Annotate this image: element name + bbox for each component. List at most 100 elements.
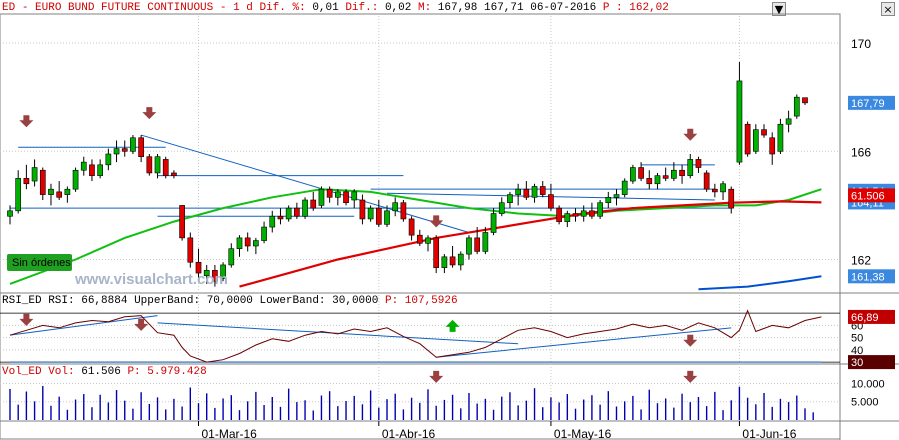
candle-body	[744, 123, 751, 155]
candle-body	[343, 191, 349, 204]
candle-body	[146, 156, 153, 174]
vol-hdr-p-label: P:	[127, 366, 141, 378]
hdr-name: EURO BUND FUTURE CONTINUOUS	[35, 2, 214, 14]
close-icon[interactable]: ×	[881, 2, 895, 16]
candle-body	[605, 196, 612, 204]
sell-arrow-icon	[429, 370, 444, 383]
sell-arrow-icon	[683, 334, 698, 347]
candle-body	[613, 194, 620, 198]
candle-body	[548, 194, 554, 209]
candle-body	[179, 205, 185, 239]
candle-body	[154, 156, 161, 174]
vol-tick-label: 10.000	[851, 378, 885, 390]
candle-body	[375, 207, 382, 225]
candle-body	[15, 178, 22, 212]
ma-long-line	[698, 275, 822, 291]
vol-badge: 61.506	[851, 190, 885, 202]
price-badge: 161,38	[851, 271, 885, 283]
sell-arrow-icon	[19, 115, 34, 128]
candle-body	[302, 199, 308, 217]
candle-body	[310, 199, 317, 209]
menu-dropdown-icon[interactable]: ▼	[772, 2, 786, 16]
candle-body	[564, 213, 571, 222]
candle-body	[269, 215, 276, 228]
candle-body	[712, 188, 718, 193]
candle-body	[507, 194, 513, 204]
sell-arrow-icon	[683, 128, 698, 141]
rsi-tick-label: 50	[851, 333, 863, 345]
candle-body	[654, 175, 661, 185]
volume-pane	[9, 370, 814, 420]
sell-arrow-icon	[683, 370, 698, 383]
candle-body	[253, 240, 259, 247]
orders-badge[interactable]: Sin órdenes	[7, 254, 72, 271]
rsi-hdr-p: 107,5926	[404, 295, 458, 307]
candle-body	[23, 178, 30, 185]
candle-body	[720, 183, 726, 193]
candle-body	[793, 96, 800, 117]
rsi-hdr-p-label: P:	[384, 295, 399, 307]
rsi-hdr-value: 66,8884	[81, 295, 128, 307]
candle-body	[203, 270, 210, 277]
hdr-period: 1 d	[233, 2, 253, 14]
grid-lines	[0, 13, 899, 440]
rsi-header: RSI_ED RSI: 66,8884 UpperBand: 70,0000 L…	[2, 295, 458, 307]
candle-body	[212, 270, 218, 282]
candle-body	[294, 207, 300, 217]
hdr-high: 167,98	[437, 2, 478, 14]
candle-body	[449, 256, 456, 266]
candle-body	[646, 178, 653, 185]
candle-body	[638, 167, 644, 179]
candle-body	[285, 207, 292, 220]
rsi-badge-bg	[848, 355, 895, 370]
hdr-symbol: ED	[2, 2, 16, 14]
candle-body	[425, 237, 431, 244]
candle-body	[752, 129, 759, 152]
candle-body	[802, 97, 808, 104]
candle-body	[318, 188, 325, 206]
candle-body	[64, 188, 71, 195]
rsi-line	[9, 309, 822, 363]
candle-body	[80, 161, 87, 171]
candle-body	[400, 202, 407, 220]
candle-body	[761, 129, 767, 136]
candle-body	[769, 137, 776, 155]
hdr-date: 06-07-2016	[530, 2, 597, 14]
orders-badge-label: Sin órdenes	[12, 257, 71, 269]
price-pane	[7, 62, 822, 291]
candle-body	[7, 210, 13, 217]
candle-body	[244, 237, 251, 247]
rsi-trendline	[157, 322, 519, 345]
candle-body	[162, 159, 169, 176]
candle-body	[687, 159, 694, 176]
candle-body	[72, 169, 79, 190]
vol-tick-label: 5.000	[851, 397, 879, 409]
sell-arrow-icon	[19, 313, 34, 326]
candle-body	[433, 237, 440, 268]
rsi-badge: 66,89	[851, 312, 879, 324]
rsi-pane	[0, 309, 840, 363]
trendline	[140, 134, 470, 233]
candle-body	[39, 169, 46, 195]
candle-body	[785, 118, 792, 125]
candle-body	[703, 172, 710, 190]
candle-body	[621, 180, 628, 195]
candle-body	[56, 191, 63, 198]
sell-arrow-icon	[142, 107, 157, 120]
candle-body	[408, 218, 415, 236]
price-tick-label: 162	[851, 254, 871, 268]
candle-body	[441, 256, 448, 268]
price-tick-label: 166	[851, 145, 871, 159]
vol-badge-bg	[848, 188, 895, 203]
candle-body	[113, 148, 120, 155]
candle-body	[138, 137, 144, 158]
candle-body	[662, 175, 669, 179]
price-tick-label: 170	[851, 37, 871, 51]
rsi-hdr-lower-label: LowerBand:	[259, 295, 326, 307]
chart-frame	[0, 13, 841, 440]
vol-hdr-value: 61.506	[81, 366, 121, 378]
candle-body	[171, 172, 177, 176]
ma-fast-line	[9, 188, 822, 285]
candle-body	[31, 167, 38, 182]
